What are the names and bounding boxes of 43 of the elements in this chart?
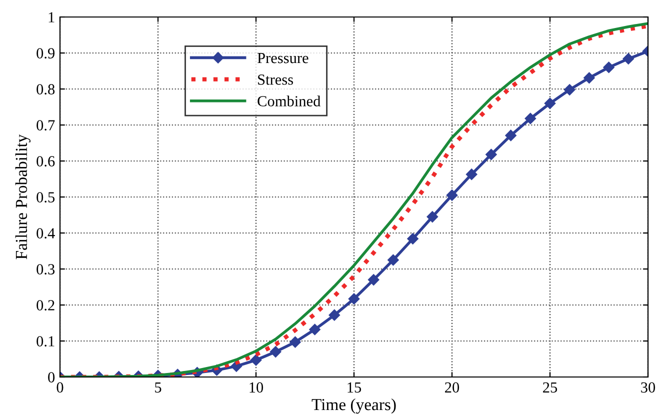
y-tick-label: 0.2 — [36, 300, 54, 311]
point — [250, 354, 262, 366]
point — [505, 130, 516, 142]
point — [426, 211, 438, 222]
point — [290, 336, 301, 348]
legend-label: Pressure — [257, 53, 308, 64]
point — [348, 293, 360, 304]
y-tick-label: 0 — [48, 372, 55, 382]
point — [309, 324, 320, 336]
point — [407, 233, 418, 244]
x-tick-label: 5 — [155, 382, 162, 393]
point — [466, 168, 478, 180]
x-axis-title: Time (years) — [312, 398, 396, 414]
y-axis-title: Failure Probability — [15, 134, 30, 260]
y-tick-label: 0.1 — [36, 336, 54, 347]
x-tick-label: 10 — [250, 382, 264, 393]
point — [388, 254, 399, 266]
y-tick-label: 0.5 — [36, 192, 55, 203]
x-tick-label: 25 — [543, 382, 558, 393]
point — [544, 98, 556, 110]
point — [622, 53, 634, 64]
point — [603, 62, 614, 74]
point — [368, 274, 380, 286]
y-tick-label: 0.7 — [36, 120, 55, 131]
x-tick-label: 0 — [56, 382, 64, 393]
point — [270, 346, 282, 358]
x-tick-label: 30 — [641, 382, 656, 393]
point — [328, 309, 340, 321]
y-tick-label: 0.9 — [36, 48, 55, 59]
y-tick-label: 0.6 — [36, 156, 55, 167]
point — [524, 112, 536, 124]
point — [584, 72, 595, 84]
x-tick-label: 20 — [445, 382, 460, 393]
y-tick-label: 0.8 — [36, 84, 55, 95]
x-tick-label: 15 — [348, 382, 362, 393]
y-tick-label: 0.4 — [36, 228, 55, 239]
point — [564, 84, 576, 96]
y-tick-label: 0.3 — [36, 264, 55, 275]
point — [486, 148, 497, 160]
point — [446, 190, 458, 201]
y-tick-label: 1 — [48, 12, 54, 22]
legend-label: Combined — [258, 96, 321, 106]
legend-label: Stress — [258, 74, 293, 85]
